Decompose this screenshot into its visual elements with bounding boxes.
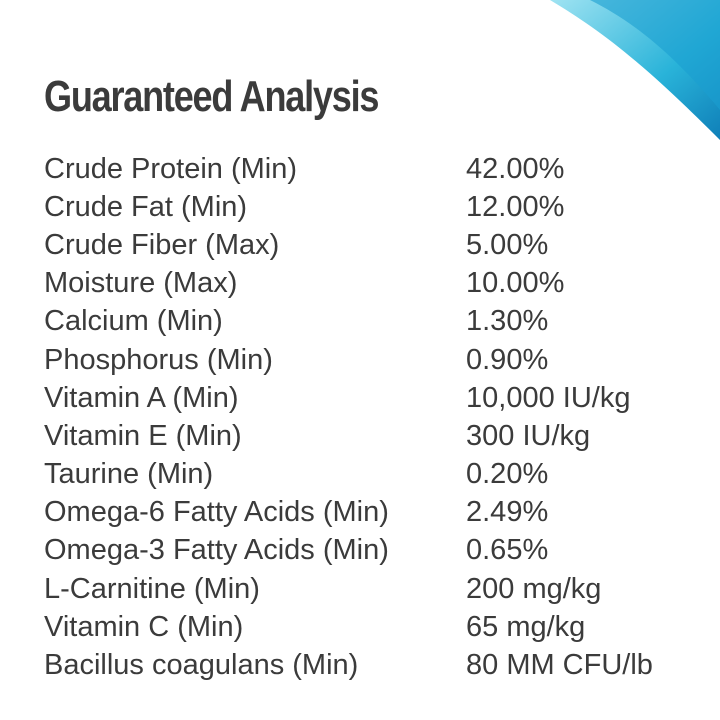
nutrient-value: 10,000 IU/kg: [466, 381, 631, 414]
table-row: Omega-6 Fatty Acids (Min) 2.49%: [44, 494, 653, 532]
title: Guaranteed Analysis: [44, 72, 379, 121]
table-row: Omega-3 Fatty Acids (Min) 0.65%: [44, 532, 653, 570]
nutrient-name: L-Carnitine (Min): [44, 572, 260, 605]
table-row: Bacillus coagulans (Min) 80 MM CFU/lb: [44, 646, 653, 684]
nutrient-name: Calcium (Min): [44, 305, 223, 338]
nutrient-value: 0.20%: [466, 458, 549, 491]
nutrient-name: Vitamin E (Min): [44, 419, 242, 452]
table-row: L-Carnitine (Min) 200 mg/kg: [44, 570, 653, 608]
nutrient-value: 5.00%: [466, 228, 549, 261]
table-row: Crude Fat (Min) 12.00%: [44, 188, 653, 226]
table-row: Crude Fiber (Max) 5.00%: [44, 226, 653, 264]
table-row: Vitamin C (Min) 65 mg/kg: [44, 608, 653, 646]
nutrient-name: Crude Protein (Min): [44, 152, 298, 185]
nutrient-value: 200 mg/kg: [466, 572, 602, 605]
nutrient-name: Vitamin A (Min): [44, 381, 239, 414]
nutrient-name: Phosphorus (Min): [44, 343, 273, 376]
table-row: Vitamin A (Min) 10,000 IU/kg: [44, 379, 653, 417]
nutrient-name: Omega-6 Fatty Acids (Min): [44, 496, 389, 529]
nutrient-value: 65 mg/kg: [466, 610, 586, 643]
nutrient-name: Omega-3 Fatty Acids (Min): [44, 534, 389, 567]
table-row: Taurine (Min) 0.20%: [44, 456, 653, 494]
nutrient-name: Bacillus coagulans (Min): [44, 649, 359, 682]
nutrient-name: Crude Fiber (Max): [44, 228, 280, 261]
nutrient-name: Taurine (Min): [44, 458, 214, 491]
table-row: Vitamin E (Min) 300 IU/kg: [44, 417, 653, 455]
nutrient-value: 0.65%: [466, 534, 549, 567]
table-row: Phosphorus (Min) 0.90%: [44, 341, 653, 379]
nutrient-value: 12.00%: [466, 190, 565, 223]
nutrient-value: 300 IU/kg: [466, 419, 591, 452]
nutrient-value: 10.00%: [466, 267, 565, 300]
nutrient-value: 0.90%: [466, 343, 549, 376]
nutrient-value: 42.00%: [466, 152, 565, 185]
decor-wave: [550, 0, 720, 140]
nutrient-value: 2.49%: [466, 496, 549, 529]
nutrient-value: 1.30%: [466, 305, 549, 338]
nutrient-name: Crude Fat (Min): [44, 190, 248, 223]
table-row: Calcium (Min) 1.30%: [44, 303, 653, 341]
nutrient-name: Vitamin C (Min): [44, 610, 244, 643]
table-row: Crude Protein (Min) 42.00%: [44, 150, 653, 188]
nutrient-value: 80 MM CFU/lb: [466, 649, 653, 682]
table-row: Moisture (Max) 10.00%: [44, 265, 653, 303]
nutrient-name: Moisture (Max): [44, 267, 238, 300]
analysis-table: Crude Protein (Min) 42.00% Crude Fat (Min)…: [44, 150, 653, 685]
